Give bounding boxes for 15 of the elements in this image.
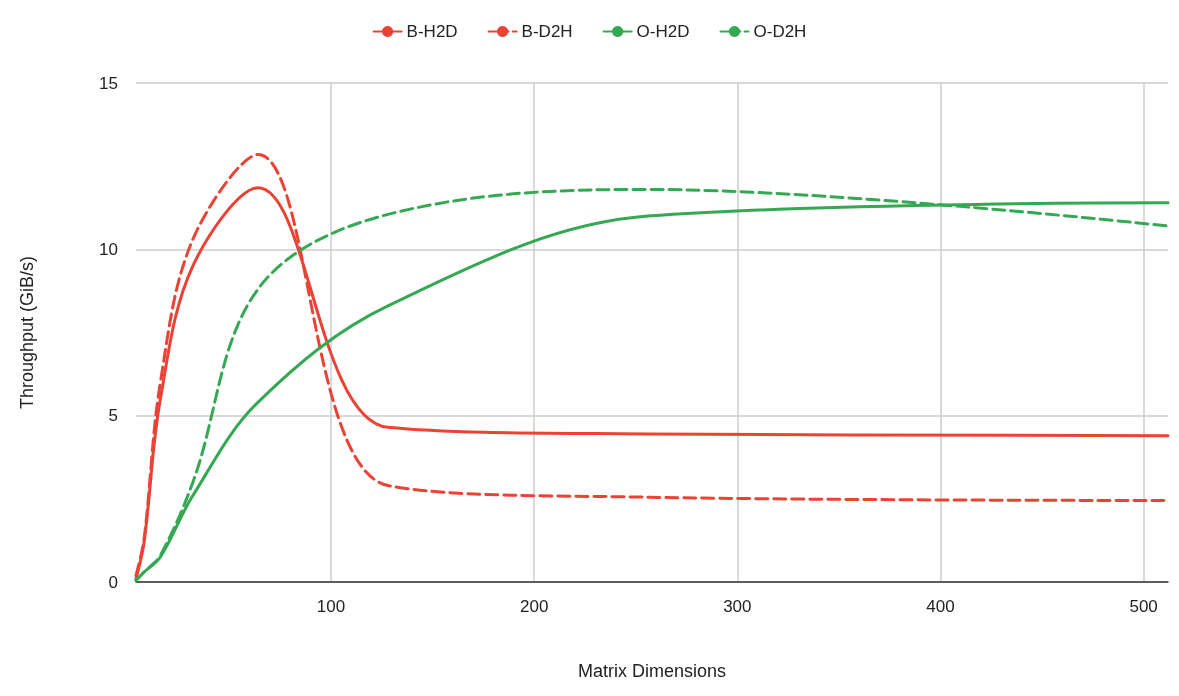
y-tick-label: 0 (108, 572, 118, 592)
y-tick-label: 10 (99, 239, 118, 259)
y-tick-label: 5 (108, 406, 118, 426)
x-tick-label: 400 (926, 597, 955, 616)
y-tick-label: 15 (99, 73, 118, 93)
x-tick-label: 100 (316, 597, 346, 616)
legend-label: B-H2D (406, 22, 458, 41)
legend-label: O-H2D (636, 22, 690, 41)
x-tick-label: 200 (519, 597, 549, 616)
legend-label: O-D2H (753, 22, 807, 41)
x-axis-title: Matrix Dimensions (577, 661, 727, 681)
x-tick-label: 500 (1129, 597, 1158, 616)
y-axis-title: Throughput (GiB/s) (17, 255, 37, 410)
x-tick-label: 300 (723, 597, 752, 616)
legend-label: B-D2H (521, 22, 573, 41)
